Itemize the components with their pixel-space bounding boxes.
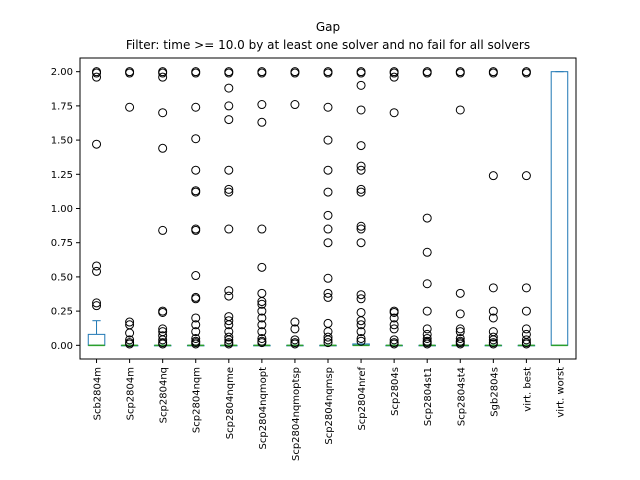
outlier-point (324, 239, 332, 247)
x-tick-label: Scb2804m (93, 367, 104, 420)
y-tick-label: 0.50 (51, 272, 73, 283)
outlier-point (225, 84, 233, 92)
outlier-point (192, 135, 200, 143)
outlier-point (159, 226, 167, 234)
outlier-point (225, 116, 233, 124)
outlier-point (258, 118, 266, 126)
outlier-point (192, 272, 200, 280)
outlier-point (258, 101, 266, 109)
outlier-point (390, 109, 398, 117)
outlier-point (324, 166, 332, 174)
outlier-point (324, 136, 332, 144)
outlier-point (258, 289, 266, 297)
outlier-point (423, 280, 431, 288)
y-tick-label: 1.75 (51, 101, 73, 112)
outlier-point (93, 140, 101, 148)
outlier-point (324, 211, 332, 219)
outlier-point (225, 102, 233, 110)
outlier-point (357, 142, 365, 150)
outlier-point (423, 307, 431, 315)
y-tick-label: 0.75 (51, 238, 73, 249)
x-tick-label: Scp2804nref (357, 367, 368, 431)
x-tick-label: Scp2804m (126, 367, 137, 420)
x-tick-label: Scp2804st1 (423, 367, 434, 426)
outlier-point (324, 319, 332, 327)
y-tick-label: 1.00 (51, 204, 73, 215)
outlier-point (324, 225, 332, 233)
outlier-point (324, 274, 332, 282)
y-tick-label: 0.25 (51, 307, 73, 318)
chart-subtitle: Filter: time >= 10.0 by at least one sol… (126, 38, 530, 52)
outlier-point (489, 284, 497, 292)
x-tick-label: Scp2804nqmoptsp (291, 367, 302, 461)
x-tick-label: Scp2804nqm (192, 367, 203, 433)
outlier-point (456, 310, 464, 318)
outlier-point (489, 172, 497, 180)
outlier-point (258, 225, 266, 233)
outlier-point (423, 248, 431, 256)
x-tick-label: virt. worst (555, 367, 566, 418)
x-tick-label: virt. best (522, 367, 533, 412)
plot-area: 0.00 0.25 0.50 0.75 1.00 1.25 1.50 1.75 2.00 Scb2… (51, 67, 568, 461)
outlier-point (522, 284, 530, 292)
y-tick-label: 1.25 (51, 170, 73, 181)
x-tick-label: Sgb2804s (489, 367, 500, 417)
outlier-point (225, 292, 233, 300)
outlier-point (357, 81, 365, 89)
outlier-point (258, 263, 266, 271)
outlier-point (522, 307, 530, 315)
box (551, 72, 568, 346)
chart-title: Gap (316, 20, 340, 34)
outlier-point (159, 144, 167, 152)
outlier-point (357, 106, 365, 114)
outlier-point (291, 101, 299, 109)
outlier-point (522, 172, 530, 180)
outlier-point (159, 109, 167, 117)
x-tick-label: Scp2804nq (159, 367, 170, 423)
y-tick-label: 0.00 (51, 341, 73, 352)
outlier-point (225, 225, 233, 233)
outlier-point (225, 166, 233, 174)
outlier-point (324, 188, 332, 196)
x-tick-label: Scp2804nqmsp (324, 367, 335, 445)
y-tick-label: 1.50 (51, 136, 73, 147)
x-tick-label: Scp2804st4 (456, 367, 467, 426)
x-tick-label: Scp2804nqme (225, 367, 236, 439)
outlier-point (423, 214, 431, 222)
box (88, 334, 105, 345)
y-tick-label: 2.00 (51, 67, 73, 78)
outlier-point (357, 308, 365, 316)
outlier-point (456, 106, 464, 114)
outlier-point (456, 289, 464, 297)
outlier-point (192, 166, 200, 174)
outlier-point (357, 239, 365, 247)
x-tick-label: Scp2804s (390, 367, 401, 416)
x-tick-label: Scp2804nqmopt (258, 367, 269, 450)
outlier-point (93, 267, 101, 275)
outlier-point (324, 103, 332, 111)
outlier-point (126, 103, 134, 111)
outlier-point (192, 103, 200, 111)
